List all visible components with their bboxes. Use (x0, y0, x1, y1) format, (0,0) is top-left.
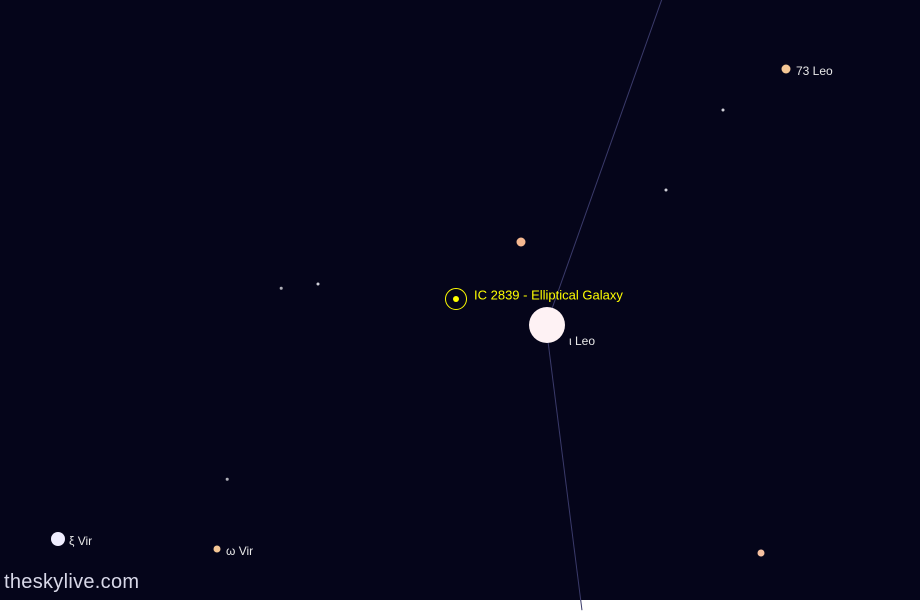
highlighted-object-label: IC 2839 - Elliptical Galaxy (474, 288, 623, 303)
star-iota-leo (529, 307, 565, 343)
highlighted-object-dot (453, 296, 459, 302)
star-73-leo (782, 65, 791, 74)
star-omega-vir (214, 546, 221, 553)
constellation-line (546, 0, 666, 326)
constellation-line (546, 325, 583, 610)
star-label-xi-vir: ξ Vir (69, 534, 92, 548)
star-faint-2 (665, 189, 668, 192)
star-label-73-leo: 73 Leo (796, 64, 833, 78)
star-faint-4 (280, 287, 283, 290)
star-unnamed-1 (517, 238, 526, 247)
watermark: theskylive.com (4, 571, 139, 594)
star-label-omega-vir: ω Vir (226, 544, 253, 558)
star-faint-3 (317, 283, 320, 286)
star-unnamed-2 (758, 550, 765, 557)
star-faint-1 (722, 109, 725, 112)
star-chart: ι Leo 73 Leo ξ Vir ω Vir IC 2839 - Elliptica… (0, 0, 920, 600)
star-label-iota-leo: ι Leo (569, 334, 595, 348)
star-xi-vir (51, 532, 65, 546)
star-faint-5 (226, 478, 229, 481)
